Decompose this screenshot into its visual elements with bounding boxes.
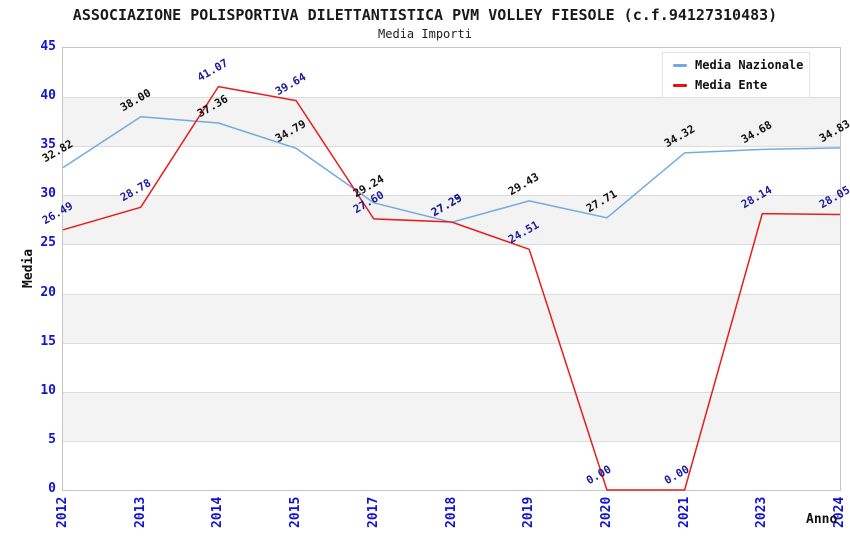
legend-label: Media Nazionale [695,58,804,72]
legend: Media Nazionale Media Ente [662,52,810,98]
gridline [63,146,840,148]
x-tick-label: 2023 [754,496,770,528]
gridline [63,195,840,197]
gridline [63,391,840,393]
y-tick-label: 40 [40,88,56,104]
chart-subtitle: Media Importi [378,27,472,41]
legend-item-media-ente: Media Ente [673,77,809,93]
series-lines [62,85,841,491]
x-tick-label: 2014 [210,496,226,528]
y-tick-label: 35 [40,137,56,153]
x-tick-label: 2015 [288,496,304,528]
y-tick-label: 30 [40,186,56,202]
y-tick-label: 25 [40,235,56,251]
y-tick-label: 5 [48,431,56,447]
x-tick-label: 2017 [365,496,381,528]
y-tick-label: 15 [40,333,56,349]
plot-band [63,195,840,245]
plot-band [63,146,840,196]
x-tick-label: 2013 [132,496,148,528]
y-tick-label: 45 [40,39,56,54]
y-tick-label: 20 [40,284,56,300]
chart-title: ASSOCIAZIONE POLISPORTIVA DILETTANTISTIC… [72,6,778,24]
x-axis-title: Anno [806,512,838,527]
gridline [63,293,840,295]
gridline [63,97,840,99]
plot-band [63,244,840,294]
legend-line-swatch-ente [673,83,687,87]
gridline [63,342,840,344]
series-line-1 [62,85,841,491]
plot-band [63,342,840,392]
x-tick-label: 2019 [521,496,537,528]
y-tick-label: 10 [40,382,56,398]
gridline [63,440,840,442]
x-tick-label: 2021 [676,496,692,528]
x-tick-label: 2012 [55,496,70,528]
y-axis-title: Media [21,248,36,288]
legend-label: Media Ente [695,78,768,92]
x-tick-label: 2018 [443,496,459,528]
plot-band [63,440,840,490]
legend-item-media-nazionale: Media Nazionale [673,57,809,73]
plot-area: 32.82 38.00 37.36 34.79 29.24 27.25 29.43 27.71… [40,47,850,491]
gridline [63,244,840,246]
plot-band [63,293,840,343]
y-tick-label: 0 [48,481,56,496]
x-tick-label: 2020 [598,496,614,528]
legend-line-swatch-nazionale [673,63,687,67]
